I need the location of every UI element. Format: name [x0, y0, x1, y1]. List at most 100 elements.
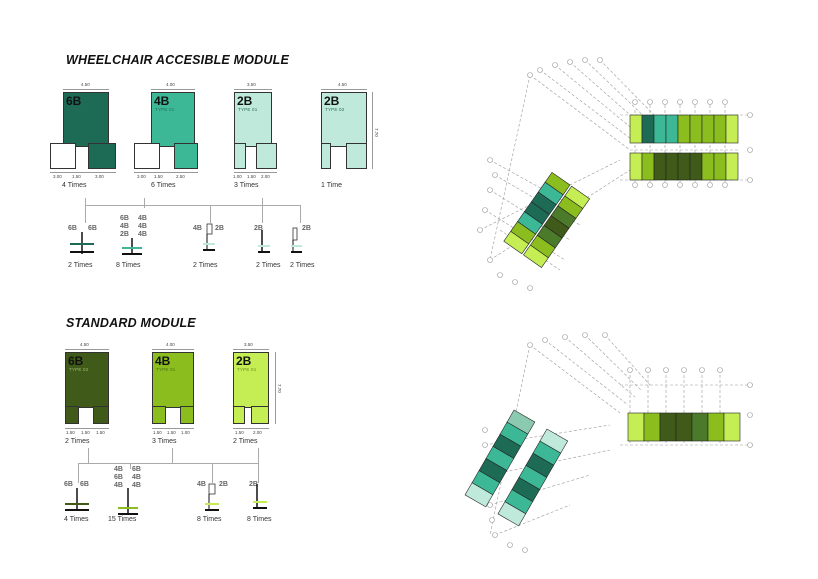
tree-branch: [300, 205, 301, 223]
standard-module-6b: 4.50 6B TYPE 02 1.50 1.50 1.50 2 Times: [63, 340, 123, 450]
stack-count: 8 Times: [247, 516, 272, 523]
stack-section-icon: [203, 223, 215, 251]
dim-b: 1.50: [167, 430, 176, 435]
wheelchair-module-2b-type01: 3.50 2B TYPE 01 1.00 1.50 2.00 3 Times: [231, 80, 291, 190]
module-type: TYPE 01: [156, 367, 176, 372]
module-height-dim: 7.70: [277, 384, 282, 393]
stack-label: 4B: [193, 225, 202, 232]
standard-stack-2: 4B 6B 6B 4B 4B 4B 15 Times: [108, 466, 152, 528]
standard-stack-1: 6B 6B 4 Times: [62, 478, 102, 528]
wheelchair-section-title: WHEELCHAIR ACCESIBLE MODULE: [66, 53, 289, 67]
wheelchair-stack-4: 2B 2 Times: [252, 222, 282, 272]
stack-label: 4B: [114, 466, 123, 473]
stack-count: 2 Times: [290, 262, 315, 269]
stack-label: 2B: [302, 225, 311, 232]
module-annex-right: [180, 406, 194, 424]
stack-label: 6B: [114, 474, 123, 481]
module-body: 4B TYPE 01: [152, 352, 194, 408]
dim-c: 1.00: [181, 430, 190, 435]
module-annex-right: [174, 143, 198, 169]
stack-label: 2B: [120, 231, 129, 238]
standard-section-title: STANDARD MODULE: [66, 316, 196, 330]
module-width-dim: 4.50: [80, 342, 89, 347]
wheelchair-stack-5: 2B 2 Times: [288, 222, 324, 272]
stack-label: 4B: [114, 482, 123, 489]
wheelchair-module-6b: 4.50 6B TYPE 02 3.00 1.50 3.00 4 Times: [50, 80, 120, 190]
module-width-dim: 4.50: [81, 82, 90, 87]
dim-c: 2.00: [261, 174, 270, 179]
module-count: 3 Times: [152, 438, 177, 445]
tree-branch: [172, 448, 173, 463]
stack-count: 8 Times: [116, 262, 141, 269]
stack-label: 4B: [138, 231, 147, 238]
stack-count: 15 Times: [108, 516, 137, 523]
module-type: TYPE 02: [325, 107, 345, 112]
module-code: 4B: [155, 354, 171, 368]
stack-section-icon: [258, 230, 270, 253]
standard-module-4b: 4.00 4B TYPE 01 1.50 1.50 1.00 3 Times: [150, 340, 210, 450]
dim-b: 1.50: [81, 430, 90, 435]
module-code: 2B: [237, 94, 253, 108]
module-code: 4B: [154, 94, 170, 108]
stack-label: 6B: [64, 481, 73, 488]
module-body: 2B TYPE 02: [321, 92, 367, 147]
stack-label: 4B: [132, 482, 141, 489]
module-count: 4 Times: [62, 182, 87, 189]
tree-branch: [85, 198, 86, 223]
module-width-dim: 4.50: [338, 82, 347, 87]
module-type: TYPE 01: [238, 107, 258, 112]
stack-tree-line: [78, 463, 258, 464]
module-type: TYPE 01: [237, 367, 257, 372]
tree-branch: [144, 198, 145, 208]
tree-branch: [210, 205, 211, 223]
module-annex-right: [251, 406, 269, 424]
dim-b: 1.50: [247, 174, 256, 179]
dim-a: 1.50: [235, 430, 244, 435]
module-count: 2 Times: [233, 438, 258, 445]
module-width-dim: 3.50: [247, 82, 256, 87]
module-annex-right: [256, 143, 277, 169]
stack-label: 4B: [138, 223, 147, 230]
stack-section-icon: [65, 488, 89, 511]
module-annex-left: [152, 406, 166, 424]
stack-section-icon: [205, 483, 219, 511]
dim-b: 2.00: [253, 430, 262, 435]
stack-label: 2B: [249, 481, 258, 488]
module-annex-left: [50, 143, 76, 169]
module-body: 6B TYPE 02: [63, 92, 109, 147]
tree-branch: [88, 448, 89, 463]
module-count: 1 Time: [321, 182, 343, 189]
wheelchair-module-2b-type02: 4.50 2B TYPE 02 7.70 1 Time: [318, 80, 382, 190]
stack-count: 2 Times: [68, 262, 93, 269]
tree-branch: [78, 463, 79, 483]
module-type: TYPE 02: [69, 367, 89, 372]
stack-label: 6B: [80, 481, 89, 488]
stack-tree-line: [85, 205, 300, 206]
module-width-dim: 3.50: [244, 342, 253, 347]
module-count: 3 Times: [234, 182, 259, 189]
module-code: 6B: [66, 94, 82, 108]
stack-count: 8 Times: [197, 516, 222, 523]
module-width-dim: 4.00: [166, 82, 175, 87]
module-count: 2 Times: [65, 438, 90, 445]
dim-b: 1.50: [154, 174, 163, 179]
tree-branch: [212, 463, 213, 483]
dim-a: 3.00: [53, 174, 62, 179]
module-width-dim: 4.00: [166, 342, 175, 347]
stack-count: 2 Times: [193, 262, 218, 269]
module-body: 4B TYPE 01: [151, 92, 195, 147]
module-annex-left: [321, 143, 331, 169]
stack-label: 4B: [138, 215, 147, 222]
wheelchair-site-plan: [477, 57, 755, 291]
dim-a: 3.00: [137, 174, 146, 179]
module-body: 2B TYPE 01: [234, 92, 272, 147]
stack-label: 4B: [120, 223, 129, 230]
dim-a: 1.00: [233, 174, 242, 179]
module-body: 6B TYPE 02: [65, 352, 109, 408]
module-code: 6B: [68, 354, 84, 368]
dim-a: 1.50: [153, 430, 162, 435]
stack-label: 6B: [120, 215, 129, 222]
module-annex-left: [234, 143, 246, 169]
stack-section-icon: [291, 227, 302, 253]
module-type: TYPE 01: [155, 107, 175, 112]
